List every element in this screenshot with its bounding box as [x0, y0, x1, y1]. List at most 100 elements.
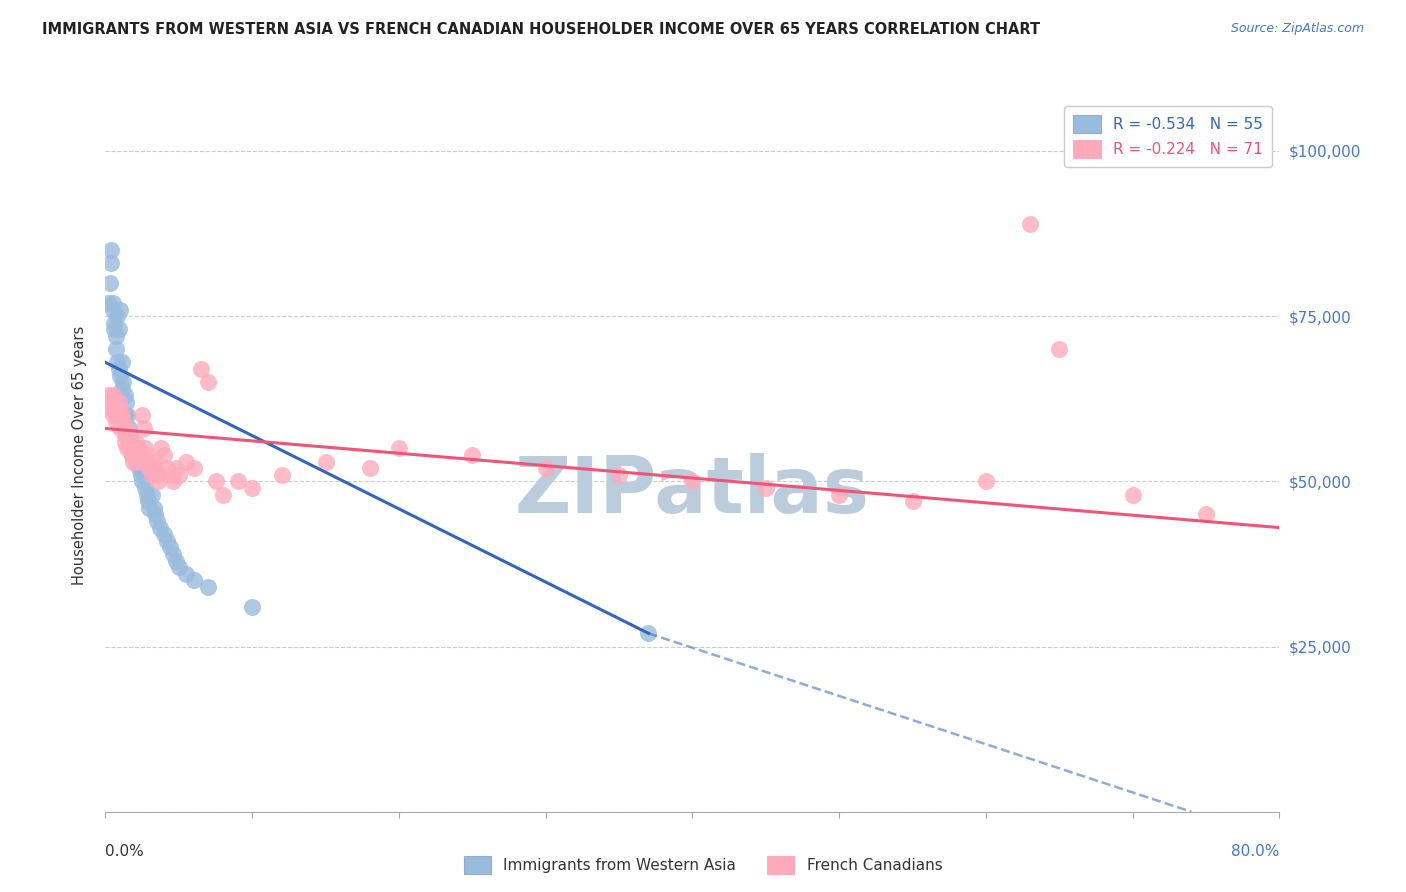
Point — [128, 461, 150, 475]
Text: IMMIGRANTS FROM WESTERN ASIA VS FRENCH CANADIAN HOUSEHOLDER INCOME OVER 65 YEARS: IMMIGRANTS FROM WESTERN ASIA VS FRENCH C… — [42, 22, 1040, 37]
Point — [156, 533, 179, 548]
Point — [134, 442, 156, 456]
Point — [211, 487, 233, 501]
Point — [270, 467, 292, 482]
Point — [120, 428, 142, 442]
Point — [153, 448, 176, 462]
Point — [534, 461, 557, 475]
Point — [132, 421, 155, 435]
Point — [142, 454, 165, 468]
Point — [204, 475, 226, 489]
Text: 80.0%: 80.0% — [1232, 844, 1279, 859]
Point — [388, 442, 411, 456]
Point — [240, 481, 263, 495]
Point — [153, 527, 176, 541]
Point — [117, 442, 139, 456]
Point — [122, 442, 145, 456]
Point — [105, 355, 128, 369]
Point — [112, 376, 135, 390]
Point — [142, 500, 165, 515]
Point — [127, 442, 149, 456]
Point — [141, 487, 163, 501]
Point — [120, 442, 142, 456]
Point — [124, 448, 146, 462]
Point — [100, 256, 122, 270]
Point — [607, 467, 630, 482]
Point — [1047, 342, 1070, 356]
Point — [682, 475, 704, 489]
Point — [141, 467, 163, 482]
Text: Source: ZipAtlas.com: Source: ZipAtlas.com — [1230, 22, 1364, 36]
Point — [117, 409, 139, 423]
Point — [138, 461, 160, 475]
Point — [108, 421, 131, 435]
Point — [107, 395, 129, 409]
Point — [112, 415, 135, 429]
Point — [103, 395, 125, 409]
Point — [148, 475, 170, 489]
Point — [97, 388, 120, 402]
Point — [117, 428, 139, 442]
Point — [115, 395, 138, 409]
Point — [1122, 487, 1144, 501]
Point — [183, 461, 205, 475]
Point — [114, 409, 136, 423]
Point — [240, 599, 263, 614]
Point — [127, 442, 149, 456]
Point — [108, 401, 131, 416]
Point — [124, 448, 146, 462]
Point — [104, 342, 127, 356]
Point — [97, 296, 120, 310]
Point — [174, 454, 197, 468]
Point — [131, 409, 153, 423]
Point — [107, 322, 129, 336]
Point — [132, 461, 155, 475]
Point — [226, 475, 249, 489]
Point — [110, 409, 132, 423]
Point — [128, 454, 150, 468]
Point — [136, 494, 159, 508]
Text: ZIPatlas: ZIPatlas — [515, 452, 870, 529]
Point — [359, 461, 381, 475]
Legend: Immigrants from Western Asia, French Canadians: Immigrants from Western Asia, French Can… — [457, 850, 949, 880]
Point — [174, 566, 197, 581]
Point — [114, 434, 136, 449]
Point — [129, 448, 152, 462]
Point — [125, 434, 148, 449]
Point — [121, 434, 143, 449]
Point — [167, 560, 190, 574]
Point — [1195, 508, 1218, 522]
Point — [165, 461, 187, 475]
Point — [118, 434, 141, 449]
Point — [167, 467, 190, 482]
Point — [134, 481, 156, 495]
Point — [104, 401, 127, 416]
Point — [183, 574, 205, 588]
Point — [108, 302, 131, 317]
Point — [105, 409, 128, 423]
Point — [136, 454, 159, 468]
Point — [637, 626, 659, 640]
Point — [103, 322, 125, 336]
Point — [122, 454, 145, 468]
Point — [115, 421, 138, 435]
Point — [197, 580, 219, 594]
Point — [110, 382, 132, 396]
Point — [131, 475, 153, 489]
Legend: R = -0.534   N = 55, R = -0.224   N = 71: R = -0.534 N = 55, R = -0.224 N = 71 — [1064, 106, 1272, 167]
Point — [104, 415, 127, 429]
Point — [143, 508, 166, 522]
Point — [101, 302, 124, 317]
Point — [108, 368, 131, 383]
Point — [162, 547, 184, 561]
Point — [107, 362, 129, 376]
Point — [150, 442, 173, 456]
Point — [165, 554, 187, 568]
Point — [315, 454, 337, 468]
Point — [146, 514, 169, 528]
Point — [135, 487, 157, 501]
Point — [121, 448, 143, 462]
Point — [197, 376, 219, 390]
Point — [1019, 217, 1042, 231]
Point — [114, 428, 136, 442]
